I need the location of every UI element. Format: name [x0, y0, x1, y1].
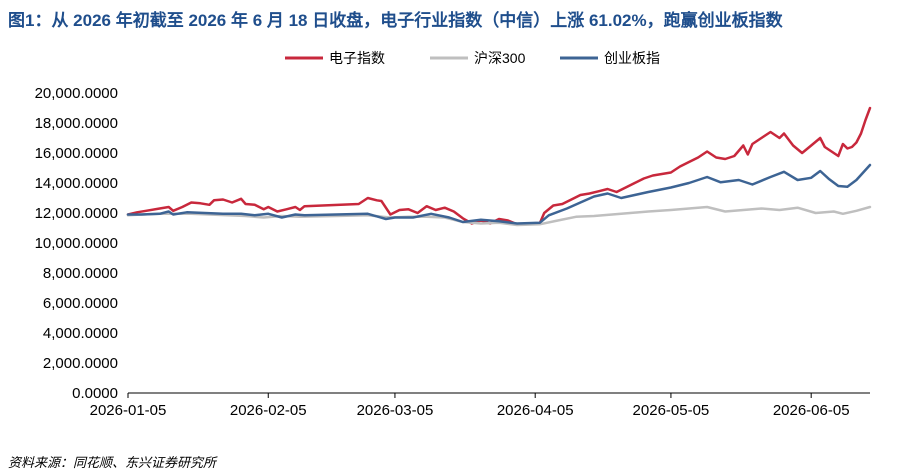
y-tick-label: 18,000.0000 [35, 115, 118, 132]
series-line-3 [126, 163, 872, 225]
y-tick-label: 14,000.0000 [35, 175, 118, 192]
y-tick-label: 20,000.0000 [35, 85, 118, 102]
y-tick-label: 2,000.0000 [43, 355, 118, 372]
series-layer [126, 106, 872, 227]
legend-label: 沪深300 [474, 50, 526, 66]
y-tick-label: 10,000.0000 [35, 235, 118, 252]
x-tick-label: 2026-02-05 [230, 402, 307, 419]
y-tick-label: 0.0000 [72, 385, 118, 402]
source-note: 资料来源：同花顺、东兴证券研究所 [8, 456, 217, 471]
x-tick-label: 2026-06-05 [773, 402, 850, 419]
chart-title: 图1：从 2026 年初截至 2026 年 6 月 18 日收盘，电子行业指数（… [8, 11, 783, 30]
y-tick-label: 12,000.0000 [35, 205, 118, 222]
legend-label: 创业板指 [604, 50, 660, 66]
x-tick-label: 2026-01-05 [90, 402, 167, 419]
y-tick-label: 8,000.0000 [43, 265, 118, 282]
series-line-1 [126, 106, 872, 226]
y-tick-label: 16,000.0000 [35, 145, 118, 162]
y-tick-label: 4,000.0000 [43, 325, 118, 342]
x-tick-label: 2026-05-05 [633, 402, 710, 419]
legend: 电子指数 沪深300 创业板指 [285, 50, 660, 66]
y-tick-label: 6,000.0000 [43, 295, 118, 312]
x-tick-label: 2026-03-05 [357, 402, 434, 419]
x-tick-label: 2026-04-05 [497, 402, 574, 419]
legend-label: 电子指数 [329, 50, 385, 66]
series-line-2 [126, 205, 872, 227]
axes: 0.0000 2,000.0000 4,000.0000 6,000.0000 8,00… [35, 85, 870, 419]
